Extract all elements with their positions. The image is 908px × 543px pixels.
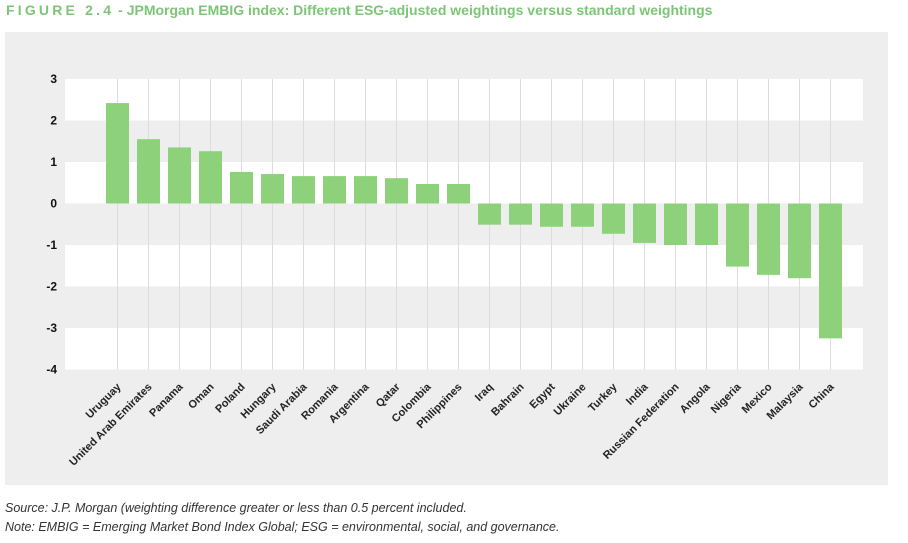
bar — [292, 176, 315, 204]
grid-band — [65, 79, 863, 121]
bar — [819, 203, 842, 339]
bar — [447, 183, 470, 204]
bar — [323, 176, 346, 204]
bar — [478, 203, 501, 225]
bar — [757, 203, 780, 275]
bar — [695, 203, 718, 245]
y-tick-label: 0 — [50, 197, 57, 211]
x-tick-label: Ukraine — [552, 381, 589, 418]
bar — [540, 203, 563, 227]
y-tick-label: -2 — [46, 280, 57, 294]
bar — [633, 203, 656, 243]
bar — [385, 178, 408, 204]
grid-band — [65, 328, 863, 370]
x-tick-label: Bahrain — [489, 381, 527, 419]
x-tick-label: China — [807, 381, 838, 412]
x-tick-label: Panama — [147, 381, 186, 420]
y-tick-label: -1 — [46, 238, 57, 252]
bar — [261, 174, 284, 204]
bar — [788, 203, 811, 279]
bar — [199, 151, 222, 204]
bar — [726, 203, 749, 267]
bar — [230, 171, 253, 204]
figure-title: FIGURE 2.4 - JPMorgan EMBIG index: Diffe… — [6, 2, 712, 18]
x-tick-label: Angola — [678, 381, 713, 416]
chart-panel: 3 2 1 0 -1 -2 -3 -4 Uruguay United Arab Emirates P… — [5, 32, 888, 485]
x-tick-label: Nigeria — [709, 381, 744, 416]
x-tick-label: Turkey — [586, 381, 620, 415]
bar — [509, 203, 532, 225]
y-tick-label: 1 — [50, 155, 57, 169]
y-tick-label: -3 — [46, 321, 57, 335]
abbreviation-note: Note: EMBIG = Emerging Market Bond Index… — [5, 520, 560, 534]
bar — [416, 183, 439, 204]
y-tick-label: -4 — [46, 363, 57, 377]
bar — [664, 203, 687, 245]
source-note: Source: J.P. Morgan (weighting differenc… — [5, 501, 467, 515]
bar — [571, 203, 594, 227]
bar — [137, 139, 160, 204]
figure-label: FIGURE 2.4 — [6, 2, 115, 18]
bar — [602, 203, 625, 234]
bar — [354, 176, 377, 204]
bar — [168, 147, 191, 204]
y-tick-label: 2 — [50, 114, 57, 128]
x-tick-label: Qatar — [374, 381, 403, 410]
x-tick-label: India — [624, 381, 651, 408]
x-tick-label: Iraq — [473, 381, 496, 404]
bar — [106, 103, 129, 204]
y-tick-label: 3 — [50, 72, 57, 86]
figure-title-text: - JPMorgan EMBIG index: Different ESG-ad… — [114, 2, 713, 18]
